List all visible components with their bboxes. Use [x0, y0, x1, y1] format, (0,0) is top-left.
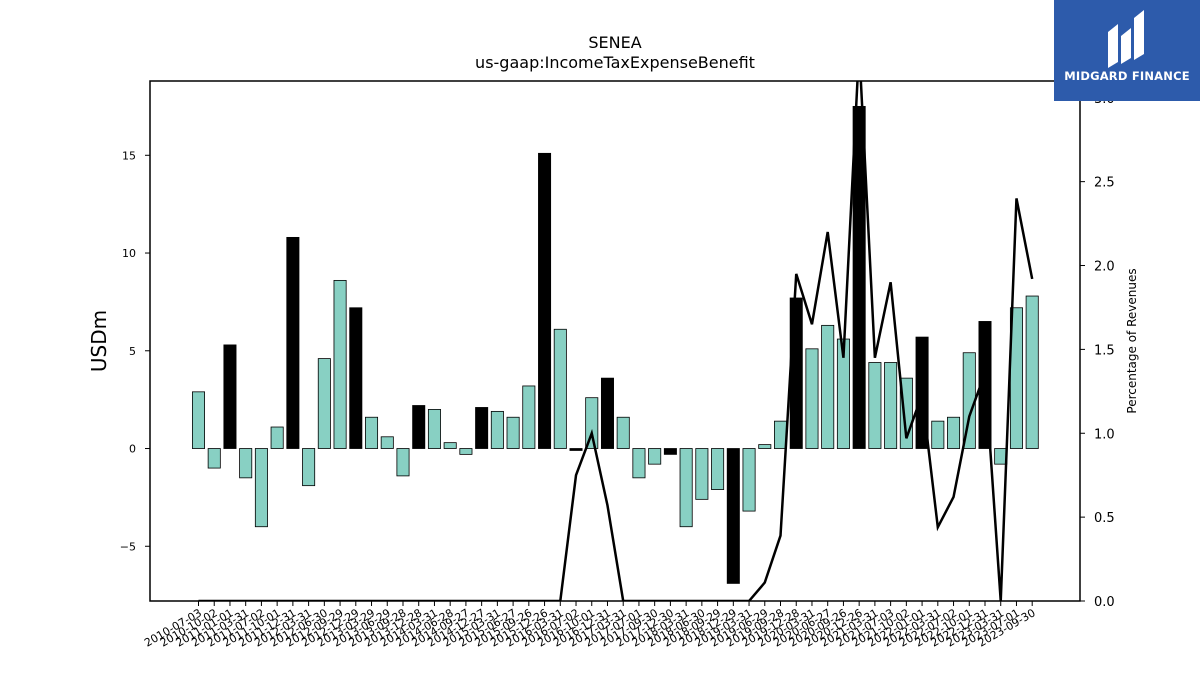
- y-tick-label: 0: [129, 443, 136, 456]
- bar: [600, 377, 614, 449]
- y2-tick-label: 1.5: [1094, 343, 1115, 358]
- bar: [412, 405, 426, 449]
- bars-layer: [191, 106, 1039, 584]
- bar: [868, 362, 882, 449]
- bar: [726, 448, 740, 584]
- y-axis-right: 0.00.51.01.52.02.53.0: [1080, 92, 1115, 610]
- bar: [931, 420, 945, 449]
- y2-axis-label: Percentage of Revenues: [1125, 268, 1139, 413]
- bar: [270, 426, 284, 449]
- bar: [821, 324, 835, 449]
- bar: [254, 448, 268, 528]
- bar: [191, 391, 205, 449]
- bar: [349, 307, 363, 449]
- bar: [223, 344, 237, 449]
- bar: [695, 448, 709, 500]
- y2-tick-label: 1.0: [1094, 427, 1115, 442]
- bar: [805, 348, 819, 449]
- bar: [553, 328, 567, 449]
- bar: [475, 407, 489, 449]
- y2-tick-label: 0.0: [1094, 595, 1115, 610]
- bar: [884, 362, 898, 449]
- bar: [317, 358, 331, 449]
- line-layer: [198, 81, 1034, 601]
- chart-title: SENEA: [588, 33, 641, 52]
- bar: [632, 448, 646, 479]
- bar: [302, 448, 316, 487]
- bar: [569, 448, 583, 451]
- y-axis-label: USDm: [87, 310, 111, 372]
- x-axis: 2010-07-032010-10-022011-01-012011-03-31…: [142, 601, 1038, 650]
- bar: [506, 416, 520, 449]
- y2-tick-label: 2.5: [1094, 176, 1115, 191]
- bar: [758, 444, 772, 449]
- bar: [522, 385, 536, 449]
- bar: [789, 297, 803, 449]
- brand-logo: MIDGARD FINANCE: [1054, 0, 1200, 101]
- y-tick-label: 5: [129, 345, 136, 358]
- bar: [585, 397, 599, 449]
- bar: [616, 416, 630, 449]
- bar: [286, 236, 300, 449]
- bar: [538, 152, 552, 449]
- brand-logo-text: MIDGARD FINANCE: [1064, 69, 1190, 83]
- bar: [490, 410, 504, 449]
- bar: [443, 442, 457, 449]
- y-axis-left: −5 0 5 10 15: [120, 149, 150, 553]
- bar: [648, 448, 662, 465]
- bar: [239, 448, 253, 479]
- y2-tick-label: 2.0: [1094, 260, 1115, 275]
- y2-tick-label: 0.5: [1094, 511, 1115, 526]
- y-tick-label: 15: [122, 149, 136, 162]
- bar: [852, 106, 866, 449]
- bar: [742, 448, 756, 512]
- bar: [207, 448, 221, 469]
- bar: [380, 436, 394, 449]
- bar: [679, 448, 693, 528]
- series-line: [198, 81, 1034, 601]
- y-tick-label: −5: [120, 540, 136, 553]
- bar: [396, 448, 410, 477]
- bar: [459, 448, 473, 455]
- bar: [663, 448, 677, 455]
- midgard-logo-icon: [1108, 10, 1144, 68]
- bar: [711, 448, 725, 490]
- bar: [365, 416, 379, 449]
- y-tick-label: 10: [122, 247, 136, 260]
- plot-frame: [149, 80, 1081, 602]
- bar: [1025, 295, 1039, 449]
- bar: [427, 409, 441, 449]
- bar: [333, 279, 347, 449]
- chart-subtitle: us-gaap:IncomeTaxExpenseBenefit: [475, 53, 755, 72]
- bar: [947, 416, 961, 449]
